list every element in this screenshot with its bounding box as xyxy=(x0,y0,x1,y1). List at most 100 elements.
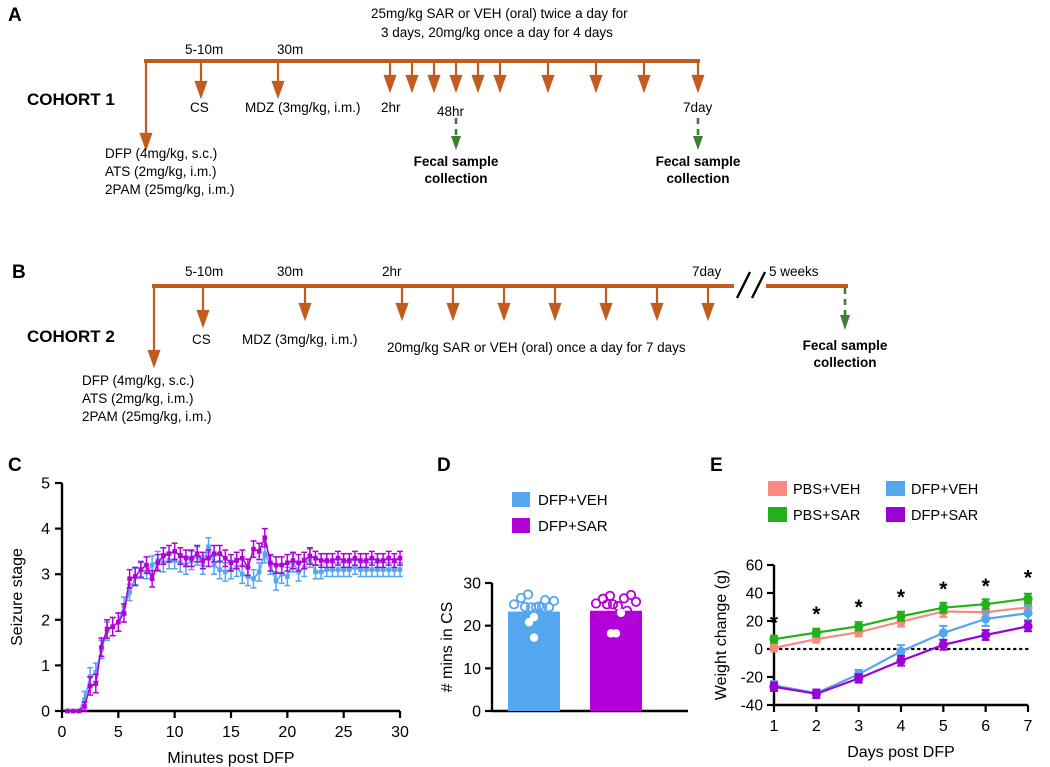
panel-c-datapoint xyxy=(200,558,206,563)
panel-d-bar-group xyxy=(590,589,642,711)
panel-c-datapoint xyxy=(93,681,99,686)
panel-e-series-PBS+SAR xyxy=(769,592,1033,644)
panel-e-x-ticklabel: 5 xyxy=(939,718,948,735)
panel-c-chart: 0 1 2 3 4 5 0 5 10 15 20 25 30 Minutes post DFP Seizur… xyxy=(9,476,409,767)
panel-c-letter: C xyxy=(8,455,22,476)
panel-c-datapoint xyxy=(70,708,76,714)
panel-d-legend-label: DFP+SAR xyxy=(538,518,608,535)
panel-b-dose-line2: ATS (2mg/kg, i.m.) xyxy=(82,391,194,406)
panel-d-bar xyxy=(590,610,642,711)
panel-b-tick-30m: 30m xyxy=(277,264,304,279)
panel-d-legend-swatch xyxy=(512,492,530,507)
panel-a-letter: A xyxy=(8,5,22,26)
panel-e-datapoint xyxy=(896,656,906,666)
panel-b-tick-2hr: 2hr xyxy=(382,264,402,279)
panel-c-datapoint xyxy=(82,704,87,709)
panel-e-legend-label: PBS+VEH xyxy=(793,482,860,498)
panel-c-datapoint xyxy=(194,551,200,556)
panel-c-datapoint xyxy=(369,555,375,561)
panel-c-datapoint xyxy=(358,558,363,563)
panel-c-datapoint xyxy=(290,558,296,563)
panel-e-legend-label: DFP+VEH xyxy=(911,482,978,498)
panel-c-datapoint xyxy=(110,624,115,629)
panel-e-datapoint xyxy=(854,673,864,683)
panel-c-datapoint xyxy=(206,555,211,561)
panel-e-datapoint xyxy=(981,599,991,609)
panel-d-y-ticklabel: 10 xyxy=(463,661,481,678)
panel-a-tick-5-10m: 5-10m xyxy=(185,42,224,57)
panel-a-fecal-2-line2: collection xyxy=(666,170,730,186)
panel-d-letter: D xyxy=(437,455,451,476)
panel-c-datapoint xyxy=(386,555,392,561)
panel-c-datapoint xyxy=(132,574,138,579)
panel-c-ylabel: Seizure stage xyxy=(9,548,26,646)
panel-c-datapoint xyxy=(358,567,363,572)
panel-d-scatter-point xyxy=(533,601,545,612)
panel-c-x-ticklabel: 0 xyxy=(58,724,67,741)
panel-a-dose-line1: DFP (4mg/kg, s.c.) xyxy=(105,146,218,161)
panel-c-datapoint xyxy=(268,560,273,566)
panel-c-datapoint xyxy=(172,549,177,554)
panel-e-datapoint xyxy=(769,643,779,653)
panel-c-datapoint xyxy=(296,569,301,575)
panel-c-datapoint xyxy=(217,567,223,572)
panel-c-datapoint xyxy=(330,567,335,572)
panel-e-legend-swatch xyxy=(886,507,905,522)
panel-c-datapoint xyxy=(262,551,268,556)
panel-d-scatter-point xyxy=(524,618,534,627)
panel-c-datapoint xyxy=(245,565,251,570)
panel-e-significance-marker: * xyxy=(939,578,948,601)
panel-d-scatter-point xyxy=(508,599,520,610)
panel-d-y-ticklabel: 0 xyxy=(472,704,481,721)
panel-c-datapoint xyxy=(217,551,223,556)
panel-c-datapoint xyxy=(183,555,189,561)
panel-e-series-DFP+SAR xyxy=(769,620,1033,699)
panel-a-cohort-label: COHORT 1 xyxy=(27,90,115,109)
panel-c-datapoint xyxy=(251,576,256,582)
panel-e-datapoint xyxy=(1023,594,1033,604)
panel-c-y-ticklabel: 3 xyxy=(41,567,50,584)
panel-c-datapoint xyxy=(380,558,386,563)
panel-b-tick-7day: 7day xyxy=(692,264,722,279)
panel-c-datapoint xyxy=(279,571,284,577)
panel-a-header-bold: oral xyxy=(509,6,533,21)
panel-e-datapoint xyxy=(981,614,991,624)
panel-e-y-ticklabel: -20 xyxy=(741,670,764,687)
panel-e-datapoint xyxy=(1023,608,1033,618)
panel-e-y-ticklabel: 0 xyxy=(754,642,763,659)
panel-c-datapoint xyxy=(380,567,386,572)
panel-c-datapoint xyxy=(375,567,380,572)
panel-b-dose-line1: DFP (4mg/kg, s.c.) xyxy=(82,373,195,388)
panel-c-datapoint xyxy=(127,576,132,582)
panel-c-datapoint xyxy=(285,560,290,566)
panel-d-scatter-point xyxy=(606,629,616,638)
panel-e-significance-marker: * xyxy=(1024,567,1033,590)
panel-c-datapoint xyxy=(99,644,104,650)
panel-a-fecal-2: Fecal sample collection xyxy=(638,154,758,188)
panel-d-scatter-point xyxy=(601,599,613,610)
panel-c-series-DFP+SAR xyxy=(65,527,403,714)
panel-c-datapoint xyxy=(245,574,251,579)
panel-e-x-ticklabel: 3 xyxy=(854,718,863,735)
panel-a-label-mdz: MDZ (3mg/kg, i.m.) xyxy=(245,100,361,115)
panel-e-significance-marker: * xyxy=(982,575,991,598)
panel-e-datapoint xyxy=(981,630,991,640)
panel-a-fecal-1-line1: Fecal sample xyxy=(413,154,499,169)
panel-c-x-ticklabel: 5 xyxy=(114,724,123,741)
panel-c-datapoint xyxy=(307,553,313,559)
panel-c-datapoint xyxy=(121,610,127,616)
panel-a-header-line1: 25mg/kg SAR or VEH (oral) twice a day fo… xyxy=(371,6,628,21)
panel-c-xlabel: Minutes post DFP xyxy=(167,750,294,767)
panel-d-scatter-point xyxy=(529,633,539,642)
panel-d-y-ticklabel: 20 xyxy=(463,618,481,635)
panel-c-datapoint xyxy=(318,569,324,575)
panel-c-datapoint xyxy=(330,558,335,563)
panel-e-datapoint xyxy=(769,682,779,692)
panel-b-dosing-bold: oral xyxy=(525,340,549,355)
panel-d-scatter-point xyxy=(625,589,637,601)
panel-c-series-DFP+VEH xyxy=(65,536,403,714)
panel-d-y-ticklabel: 30 xyxy=(463,576,481,593)
panel-c-datapoint xyxy=(341,558,346,563)
panel-c-datapoint xyxy=(347,558,352,563)
